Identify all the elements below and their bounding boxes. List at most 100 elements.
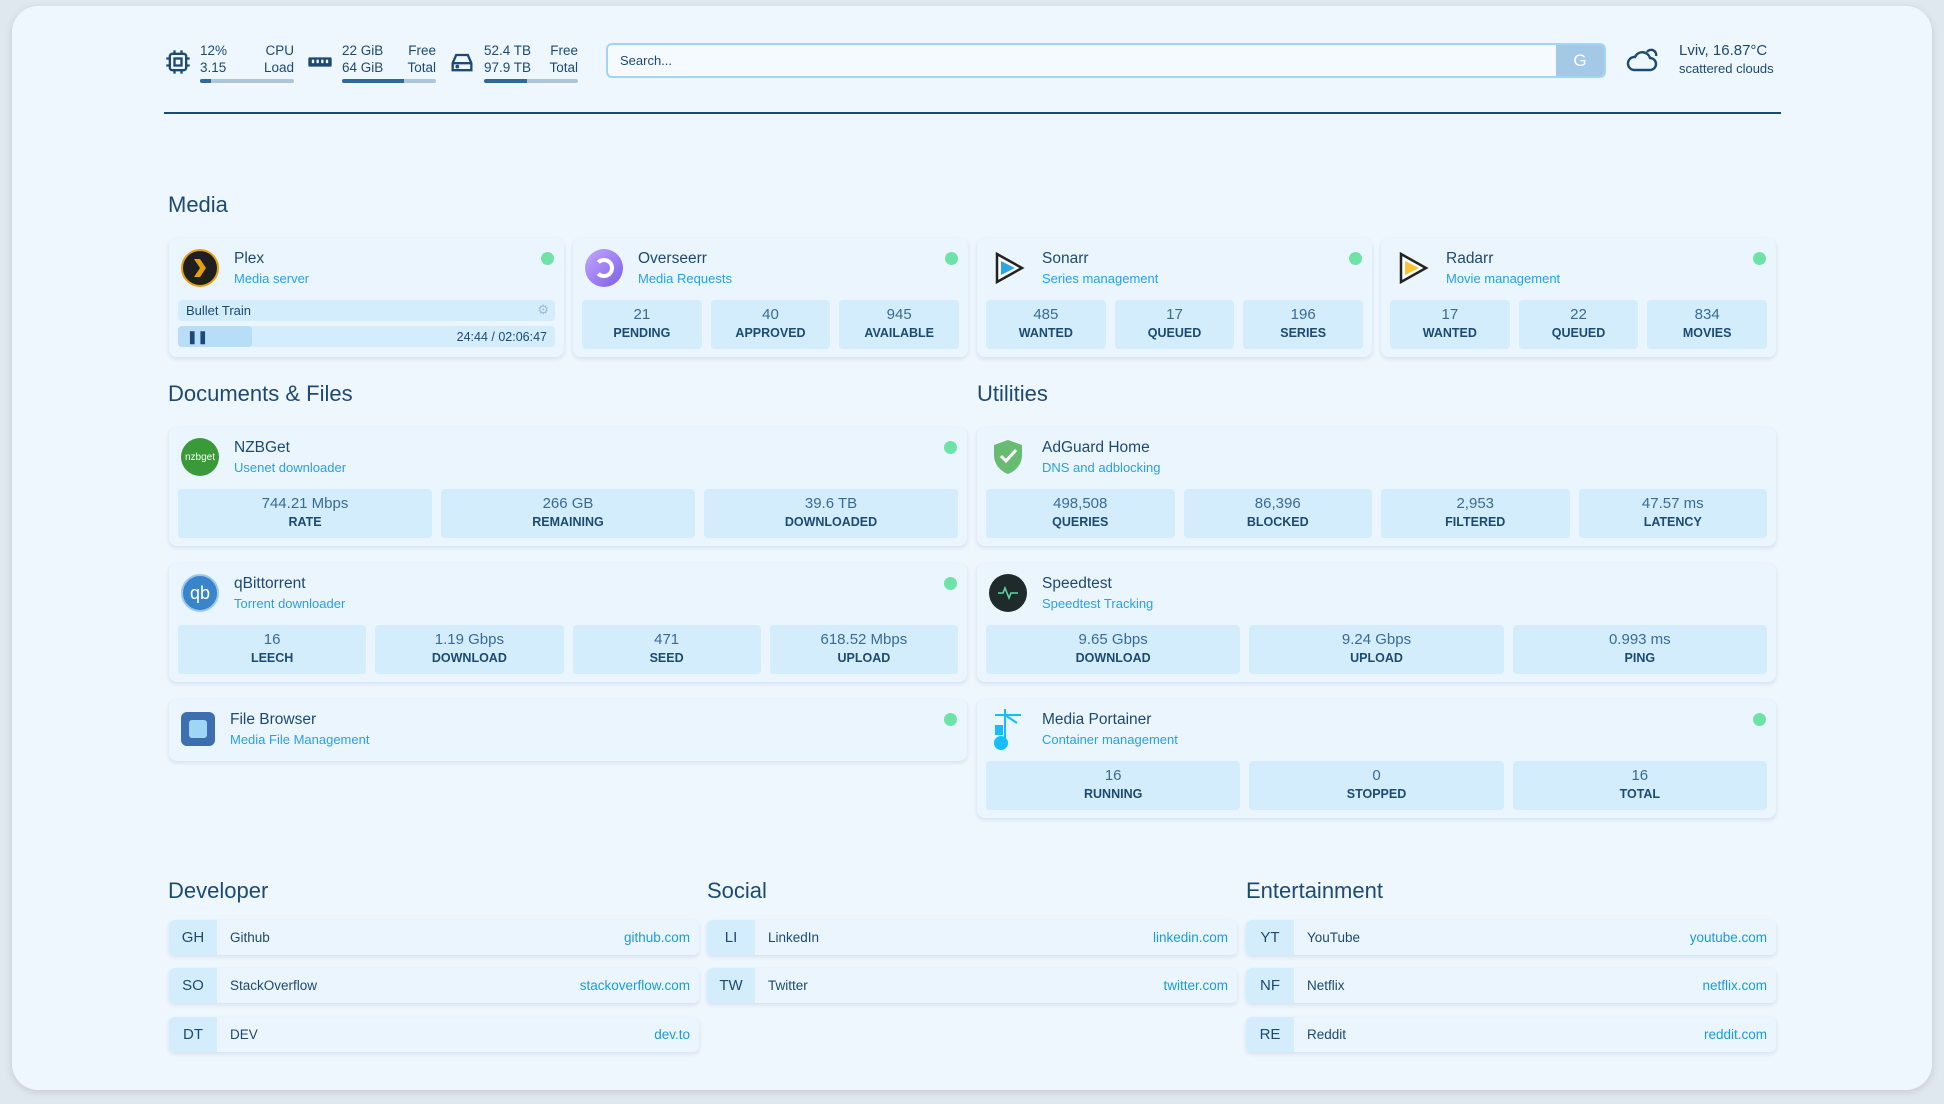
bookmark-url[interactable]: github.com [623,930,690,945]
service-card-speedtest[interactable]: Speedtest Speedtest Tracking 9.65 Gbps DOWN… [977,563,1776,682]
settings-icon[interactable]: ⚙ [537,302,549,317]
bookmark-github[interactable]: GH Github github.com [169,920,699,955]
stat-block: 945 AVAILABLE [839,300,960,349]
playback-progress[interactable]: ❚❚ 24:44 / 02:06:47 [178,326,555,347]
bookmark-stackoverflow[interactable]: SO StackOverflow stackoverflow.com [169,968,699,1003]
status-indicator [541,252,554,265]
stat-label: APPROVED [735,326,806,340]
bookmark-url[interactable]: twitter.com [1163,978,1228,993]
search-box: G [606,43,1606,78]
stat-label: AVAILABLE [864,326,935,340]
service-card-nzbget[interactable]: nzbget NZBGet Usenet downloader 744.21 Mbps… [169,427,967,546]
stat-block: 744.21 Mbps RATE [178,489,432,538]
stat-label: LEECH [250,651,294,665]
section-utilities: Utilities [977,381,1048,406]
stat-value: 744.21 Mbps [261,495,349,512]
service-card-overseerr[interactable]: Overseerr Media Requests 21 PENDING 40 APPROV… [573,238,968,357]
bookmark-url[interactable]: dev.to [654,1027,690,1042]
bookmark-linkedin[interactable]: LI LinkedIn linkedin.com [707,920,1237,955]
status-indicator [1349,252,1362,265]
filebrowser-icon [181,712,215,746]
status-indicator [945,252,958,265]
plex-icon [181,249,219,287]
bookmark-abbr: SO [169,968,217,1003]
stat-value: 22 [1570,306,1587,323]
stat-block: 47.57 ms LATENCY [1578,489,1767,538]
bookmark-name: YouTube [1307,930,1361,945]
service-name: NZBGet [234,439,290,456]
bookmark-name: DEV [230,1027,258,1042]
pause-icon[interactable]: ❚❚ [187,330,208,344]
service-card-qbittorrent[interactable]: qb qBittorrent Torrent downloader 16 LEECH 1.… [169,563,967,682]
service-description: Media File Management [230,732,370,747]
bookmark-abbr: YT [1246,920,1294,955]
service-card-file-browser[interactable]: File Browser Media File Management [169,699,967,761]
search-button[interactable]: G [1556,45,1604,76]
status-indicator [1753,252,1766,265]
stat-label: LATENCY [1643,515,1702,529]
stat-label: PING [1624,651,1656,665]
bookmark-abbr: NF [1246,968,1294,1003]
stat-value: 9.24 Gbps [1341,631,1412,648]
memory-total: 64 GiB [342,60,384,75]
stat-value: 47.57 ms [1641,495,1704,512]
stat-block: 471 SEED [572,625,761,674]
service-description: Speedtest Tracking [1042,596,1154,611]
stat-block: 0.993 ms PING [1512,625,1767,674]
bookmark-netflix[interactable]: NF Netflix netflix.com [1246,968,1776,1003]
service-card-media-portainer[interactable]: Media Portainer Container management 16 RUN… [977,699,1776,818]
now-playing-title-bar: Bullet Train ⚙ [178,300,555,321]
bookmark-url[interactable]: reddit.com [1703,1027,1767,1042]
nzbget-icon: nzbget [181,438,219,476]
stat-block: 17 QUEUED [1114,300,1235,349]
bookmark-url[interactable]: linkedin.com [1152,930,1228,945]
stat-block: 485 WANTED [986,300,1106,349]
stat-value: 196 [1290,306,1316,323]
search-input[interactable] [608,45,1556,76]
stat-block: 16 RUNNING [986,761,1241,810]
stat-value: 1.19 Gbps [434,631,504,648]
service-stats: 498,508 QUERIES 86,396 BLOCKED 2,953 FILTERED… [986,489,1767,538]
stat-label: UPLOAD [1350,651,1403,665]
stat-value: 17 [1166,306,1183,323]
stat-value: 485 [1033,306,1059,323]
stat-block: 266 GB REMAINING [441,489,695,538]
bookmark-abbr: LI [707,920,755,955]
section-documents: Documents & Files [168,381,353,406]
bookmark-youtube[interactable]: YT YouTube youtube.com [1246,920,1776,955]
bookmark-reddit[interactable]: RE Reddit reddit.com [1246,1017,1776,1052]
stat-block: 21 PENDING [582,300,702,349]
service-stats: 9.65 Gbps DOWNLOAD 9.24 Gbps UPLOAD 0.993 ms… [986,625,1767,674]
bookmark-twitter[interactable]: TW Twitter twitter.com [707,968,1237,1003]
section-entertainment: Entertainment [1246,878,1383,903]
service-card-adguard-home[interactable]: AdGuard Home DNS and adblocking 498,508 QUE… [977,427,1776,546]
stat-block: 16 TOTAL [1512,761,1767,810]
service-description: Movie management [1446,271,1561,286]
cpu-widget: 12% CPU 3.15 Load [164,42,294,83]
section-media: Media [168,192,228,217]
bookmark-dev[interactable]: DT DEV dev.to [169,1017,699,1052]
bookmark-url[interactable]: stackoverflow.com [579,978,690,993]
bookmark-url[interactable]: netflix.com [1702,978,1767,993]
stat-label: TOTAL [1619,787,1661,801]
cpu-label: CPU [265,43,294,58]
status-indicator [944,577,957,590]
overseerr-icon [585,249,623,287]
free-label: Free [408,43,436,58]
service-card-sonarr[interactable]: Sonarr Series management 485 WANTED 17 QUEUED… [977,238,1372,357]
service-name: Plex [234,250,265,267]
cloud-icon [1626,48,1658,72]
service-card-radarr[interactable]: Radarr Movie management 17 WANTED 22 QUEUED 83… [1381,238,1776,357]
stat-label: RATE [288,515,322,529]
service-card-plex[interactable]: Plex Media server Bullet Train ⚙ ❚❚ 24:44 / … [169,238,564,357]
bookmark-name: Github [230,930,270,945]
stat-value: 17 [1441,306,1459,323]
service-stats: 16 RUNNING 0 STOPPED 16 TOTAL [986,761,1767,810]
stat-value: 2,953 [1456,495,1495,512]
bookmark-url[interactable]: youtube.com [1689,930,1767,945]
stat-block: 17 WANTED [1390,300,1510,349]
memory-bar [342,79,436,83]
service-description: Torrent downloader [234,596,346,611]
total-label: Total [407,60,436,75]
stat-block: 498,508 QUERIES [986,489,1175,538]
